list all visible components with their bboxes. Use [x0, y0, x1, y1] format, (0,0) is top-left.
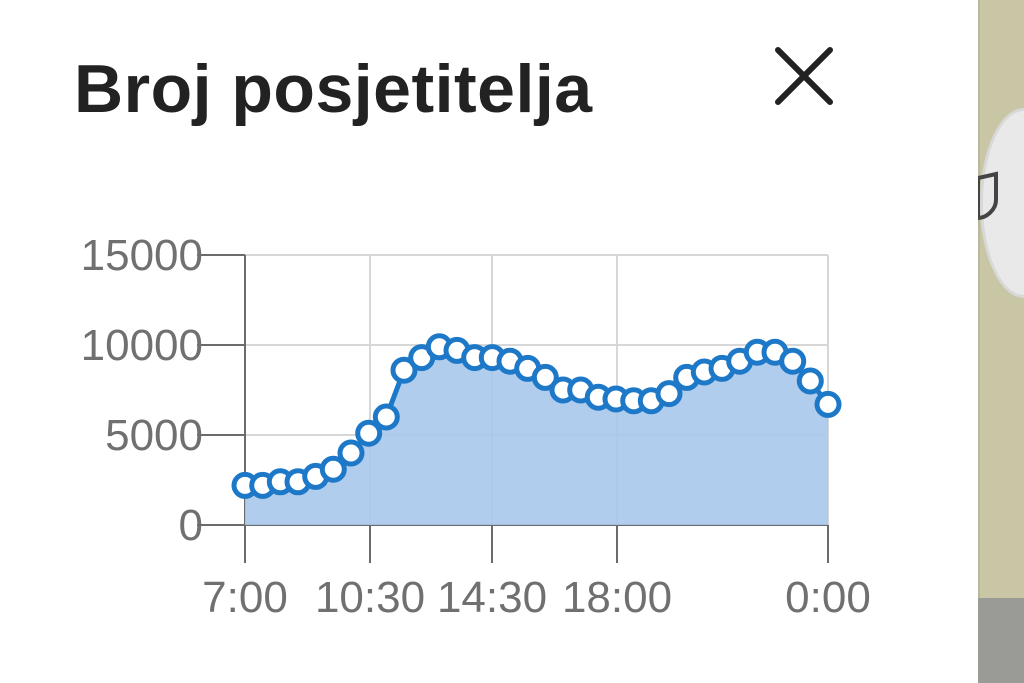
data-point	[796, 367, 824, 395]
data-point	[355, 419, 383, 447]
data-point	[779, 347, 807, 375]
x-tick-label: 18:00	[562, 573, 672, 622]
x-tick-label: 10:30	[315, 573, 425, 622]
data-point	[814, 390, 842, 418]
dialog-title: Broj posjetitelja	[74, 51, 593, 127]
panel-edge	[978, 0, 980, 683]
y-tick-label: 10000	[81, 321, 203, 370]
map-pin-icon	[978, 171, 998, 221]
data-point	[655, 380, 683, 408]
x-tick-label: 7:00	[202, 573, 288, 622]
data-point	[531, 363, 559, 391]
data-point	[319, 455, 347, 483]
close-icon	[775, 47, 833, 105]
close-button[interactable]	[762, 36, 846, 120]
map-footer-strip	[978, 598, 1024, 683]
data-point	[372, 403, 400, 431]
x-tick-label: 14:30	[437, 573, 547, 622]
data-point	[390, 356, 418, 384]
y-tick-label: 15000	[81, 231, 203, 280]
data-point	[337, 439, 365, 467]
y-tick-label: 5000	[105, 411, 203, 460]
map-background-panel	[978, 0, 1024, 683]
x-tick-label: 0:00	[785, 573, 871, 622]
visitor-count-dialog: Broj posjetitelja 0 5000 10000 15000 7:00 10:…	[74, 36, 871, 622]
